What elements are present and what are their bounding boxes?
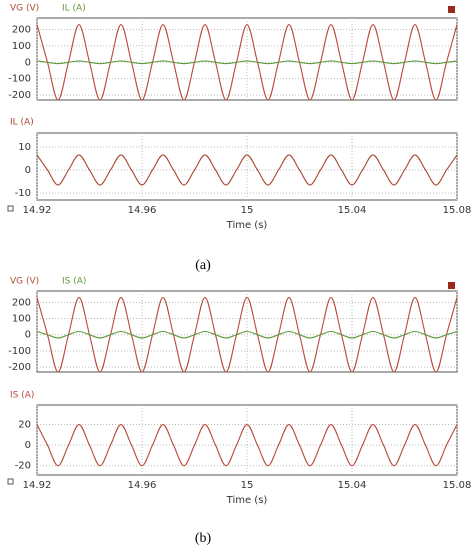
plot-frame: [36, 404, 458, 476]
series-line: [36, 154, 458, 186]
y-tick-label: 100: [12, 314, 31, 325]
y-tick-label: 20: [18, 420, 31, 431]
y-tick-label: 0: [25, 440, 31, 451]
series-line: [36, 24, 458, 101]
marker-icon: [448, 6, 455, 13]
x-tick-label: 15: [241, 480, 254, 491]
x-tick-label: 15.08: [443, 205, 472, 216]
y-tick-label: -100: [8, 74, 31, 85]
y-tick-label: 0: [25, 330, 31, 341]
plot-frame: [36, 17, 458, 101]
caption: (a): [195, 258, 211, 273]
legend-label: IL (A): [10, 118, 34, 128]
legend-label: IS (A): [62, 277, 86, 287]
x-tick-label: 14.92: [23, 480, 52, 491]
cursor-icon: [7, 478, 14, 485]
y-tick-label: 200: [12, 297, 31, 308]
x-tick-label: 15.04: [338, 480, 367, 491]
series-line: [36, 424, 458, 467]
legend-label: VG (V): [10, 4, 39, 14]
series-line: [36, 60, 458, 65]
x-tick-label: 14.92: [23, 205, 52, 216]
y-tick-label: -100: [8, 346, 31, 357]
y-tick-label: -200: [8, 362, 31, 373]
caption: (b): [195, 531, 212, 546]
legend-label: VG (V): [10, 277, 39, 287]
series-line: [36, 296, 458, 373]
x-axis-label: Time (s): [226, 220, 268, 231]
series-line: [36, 330, 458, 339]
x-tick-label: 15.04: [338, 205, 367, 216]
y-tick-label: 0: [25, 165, 31, 176]
y-tick-label: -10: [15, 188, 31, 199]
y-tick-label: 10: [18, 142, 31, 153]
legend-label: IS (A): [10, 391, 34, 401]
x-tick-label: 14.96: [128, 205, 157, 216]
legend-label: IL (A): [62, 4, 86, 14]
marker-icon: [448, 282, 455, 289]
x-tick-label: 14.96: [128, 480, 157, 491]
y-tick-label: 200: [12, 24, 31, 35]
y-tick-label: -20: [15, 461, 31, 472]
x-axis-label: Time (s): [226, 495, 268, 506]
y-tick-label: 0: [25, 57, 31, 68]
y-tick-label: -200: [8, 90, 31, 101]
x-tick-label: 15: [241, 205, 254, 216]
cursor-icon: [7, 205, 14, 212]
y-tick-label: 100: [12, 41, 31, 52]
x-tick-label: 15.08: [443, 480, 472, 491]
